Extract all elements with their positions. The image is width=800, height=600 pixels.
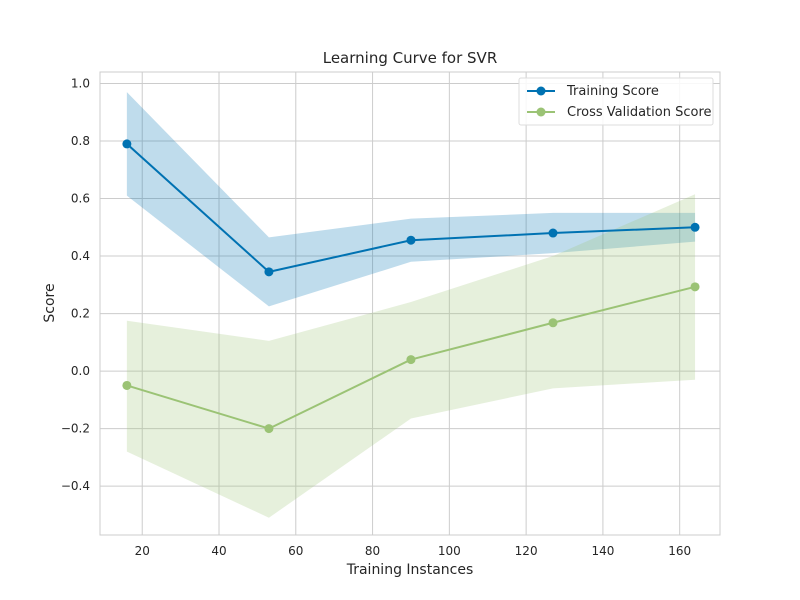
x-tick-label: 80	[365, 544, 380, 558]
x-tick-label: 100	[438, 544, 461, 558]
cross-validation-score-point	[548, 318, 558, 328]
series-points	[122, 139, 700, 434]
y-axis-title: Score	[42, 283, 58, 322]
x-tick-label: 140	[591, 544, 614, 558]
y-tick-label: 0.8	[71, 134, 90, 148]
cross-validation-score-point	[264, 424, 274, 434]
legend-swatch-cv-marker	[536, 107, 546, 117]
legend-label-cv: Cross Validation Score	[567, 105, 712, 120]
cross-validation-score-point	[406, 355, 416, 365]
x-tick-label: 40	[211, 544, 226, 558]
y-tick-label: 0.6	[71, 192, 90, 206]
plot-area	[100, 72, 720, 535]
grid-lines	[100, 72, 720, 535]
y-tick-label: −0.4	[61, 479, 90, 493]
x-tick-label: 160	[668, 544, 691, 558]
x-tick-labels: 20 40 60 80 100 120 140 160	[135, 544, 692, 558]
y-tick-label: 1.0	[71, 77, 90, 91]
y-tick-label: −0.2	[61, 422, 90, 436]
y-tick-labels: −0.4 −0.2 0.0 0.2 0.4 0.6 0.8 1.0	[61, 77, 90, 494]
training-score-point	[264, 267, 274, 277]
y-tick-label: 0.4	[71, 249, 90, 263]
y-tick-label: 0.2	[71, 307, 90, 321]
y-tick-label: 0.0	[71, 364, 90, 378]
legend-label-training: Training Score	[566, 84, 659, 99]
x-tick-label: 60	[288, 544, 303, 558]
legend-swatch-training-marker	[536, 86, 546, 96]
x-axis-title: Training Instances	[346, 562, 474, 578]
training-score-point	[406, 235, 416, 245]
legend: Training Score Cross Validation Score	[518, 77, 714, 126]
x-tick-label: 20	[135, 544, 150, 558]
plot-frame	[99, 71, 721, 536]
training-score-point	[122, 139, 132, 149]
legend-box	[518, 77, 714, 126]
cross-validation-score-point	[690, 282, 700, 292]
training-score-point	[548, 228, 558, 238]
x-tick-label: 120	[515, 544, 538, 558]
cross-validation-score-point	[122, 380, 132, 390]
training-score-band	[126, 92, 696, 307]
training-score-point	[690, 222, 700, 232]
chart-title: Learning Curve for SVR	[323, 49, 498, 67]
